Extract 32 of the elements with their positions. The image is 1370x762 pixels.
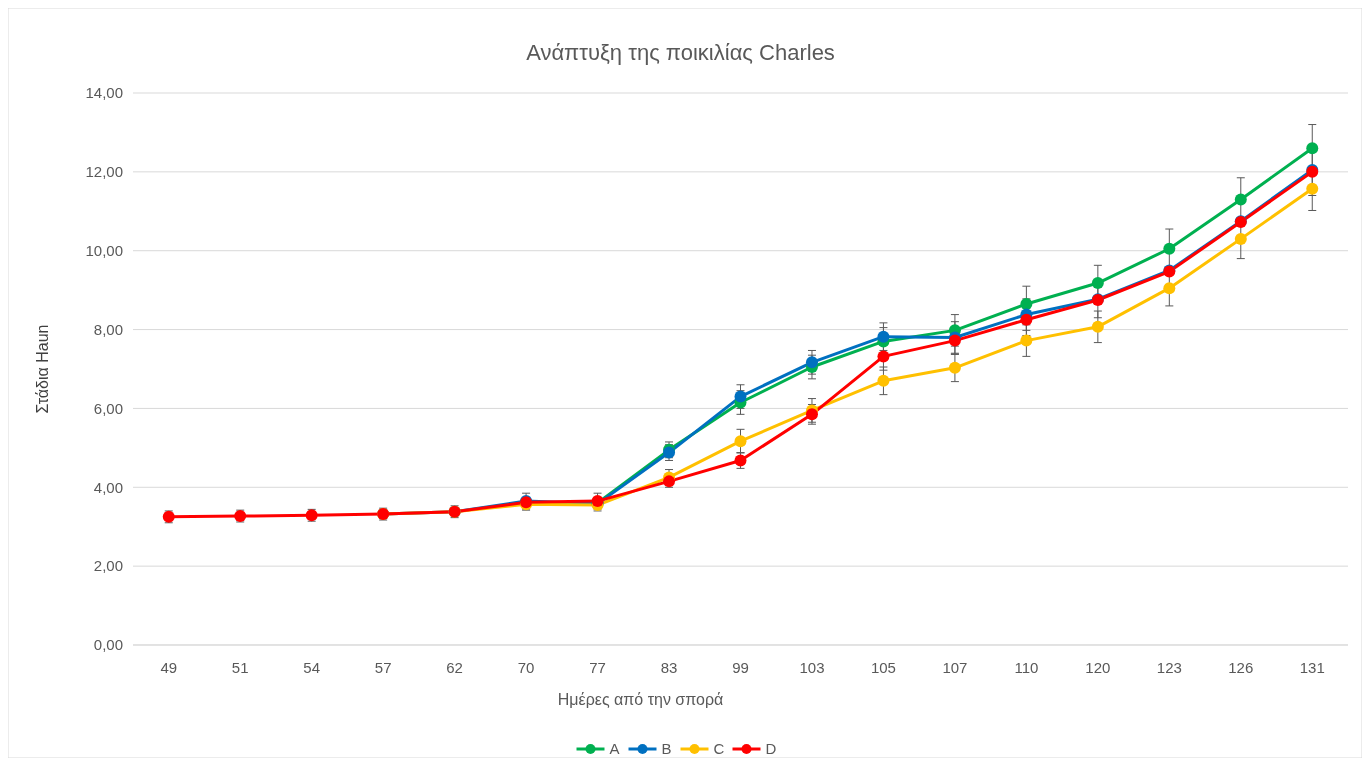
y-tick-label: 0,00	[93, 636, 123, 654]
chart-title: Ανάπτυξη της ποικιλίας Charles	[526, 40, 835, 65]
x-tick-label: 120	[1085, 659, 1111, 676]
x-tick-label: 131	[1299, 659, 1325, 676]
legend-label: B	[661, 740, 672, 758]
legend-label: D	[765, 740, 777, 758]
x-tick-label: 110	[1014, 659, 1039, 676]
x-tick-label: 83	[660, 659, 678, 676]
y-tick-label: 10,00	[85, 241, 123, 259]
x-tick-label: 103	[799, 659, 825, 676]
x-tick-label: 123	[1156, 659, 1182, 676]
x-tick-label: 107	[942, 659, 968, 676]
y-tick-label: 2,00	[93, 557, 123, 575]
y-tick-label: 12,00	[85, 163, 123, 181]
x-tick-label: 49	[160, 659, 178, 676]
x-tick-label: 57	[374, 659, 392, 676]
legend-label: A	[609, 740, 620, 758]
y-tick-label: 6,00	[93, 399, 123, 417]
x-tick-label: 62	[446, 659, 463, 676]
y-tick-label: 4,00	[93, 478, 123, 496]
legend-label: C	[713, 740, 725, 758]
y-axis-title: Στάδια Haun	[34, 324, 51, 414]
x-tick-label: 51	[231, 659, 249, 676]
y-tick-label: 14,00	[85, 84, 123, 102]
x-tick-label: 105	[870, 659, 896, 676]
x-tick-label: 70	[517, 659, 535, 676]
x-tick-label: 126	[1228, 659, 1254, 676]
x-tick-label: 77	[589, 659, 606, 676]
x-axis-title: Ημέρες από την σπορά	[557, 691, 724, 708]
y-tick-label: 8,00	[93, 320, 123, 338]
x-tick-label: 54	[303, 659, 321, 676]
x-tick-label: 99	[732, 659, 749, 676]
